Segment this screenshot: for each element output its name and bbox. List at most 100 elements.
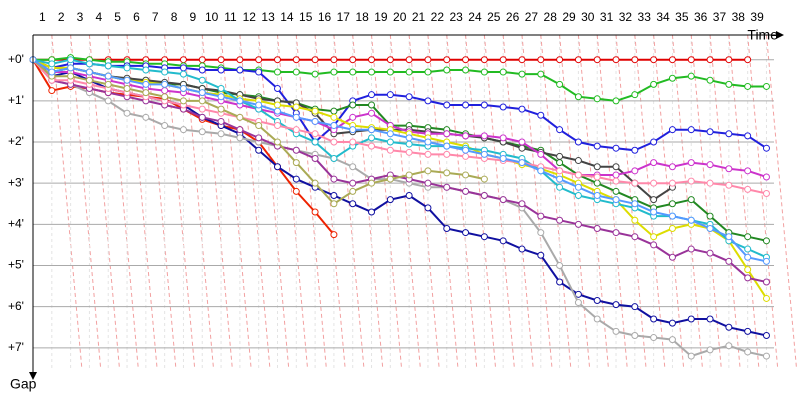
x-tick-label: 5 xyxy=(114,10,121,24)
point xyxy=(198,89,206,97)
x-tick-label: 19 xyxy=(374,10,388,24)
point xyxy=(480,68,488,76)
point xyxy=(142,89,150,97)
point xyxy=(744,253,752,261)
point xyxy=(179,64,187,72)
point xyxy=(668,319,676,327)
x-tick-label: 35 xyxy=(675,10,689,24)
point xyxy=(85,60,93,68)
point xyxy=(273,68,281,76)
y-axis-arrow xyxy=(29,372,37,380)
point xyxy=(593,163,601,171)
y-tick-label: +4' xyxy=(8,217,24,231)
x-tick-label: 27 xyxy=(525,10,539,24)
x-tick-label: 12 xyxy=(243,10,257,24)
point xyxy=(480,175,488,183)
point xyxy=(725,130,733,138)
point xyxy=(236,113,244,121)
point xyxy=(292,56,300,64)
point xyxy=(668,253,676,261)
point xyxy=(668,212,676,220)
point xyxy=(574,290,582,298)
point xyxy=(725,181,733,189)
y-axis-title: Gap xyxy=(10,376,37,392)
x-tick-label: 26 xyxy=(506,10,520,24)
point xyxy=(368,142,376,150)
point xyxy=(725,323,733,331)
point xyxy=(292,159,300,167)
point xyxy=(292,126,300,134)
point xyxy=(593,192,601,200)
point xyxy=(499,68,507,76)
point xyxy=(349,113,357,121)
point xyxy=(650,56,658,64)
point xyxy=(48,87,56,95)
point xyxy=(706,179,714,187)
point xyxy=(273,85,281,93)
point xyxy=(386,175,394,183)
point xyxy=(405,140,413,148)
series-lines xyxy=(29,54,770,360)
point xyxy=(443,150,451,158)
point xyxy=(330,200,338,208)
point xyxy=(631,233,639,241)
point xyxy=(480,101,488,109)
point xyxy=(330,68,338,76)
point xyxy=(405,192,413,200)
point xyxy=(593,224,601,232)
point xyxy=(161,80,169,88)
x-tick-label: 22 xyxy=(431,10,445,24)
point xyxy=(368,101,376,109)
x-tick-label: 38 xyxy=(732,10,746,24)
point xyxy=(198,76,206,84)
x-tick-label: 37 xyxy=(713,10,727,24)
point xyxy=(67,72,75,80)
x-tick-label: 34 xyxy=(656,10,670,24)
point xyxy=(67,64,75,72)
point xyxy=(311,117,319,125)
point xyxy=(518,105,526,113)
point xyxy=(368,134,376,142)
point xyxy=(198,97,206,105)
point xyxy=(217,130,225,138)
series-line xyxy=(32,58,767,263)
point xyxy=(255,122,263,130)
point xyxy=(217,117,225,125)
point xyxy=(706,56,714,64)
point xyxy=(556,126,564,134)
point xyxy=(217,66,225,74)
point xyxy=(518,70,526,78)
point xyxy=(142,66,150,74)
point xyxy=(405,171,413,179)
point xyxy=(462,56,470,64)
point xyxy=(443,224,451,232)
point xyxy=(518,159,526,167)
y-tick-label: +0' xyxy=(8,52,24,66)
point xyxy=(386,146,394,154)
point xyxy=(556,56,564,64)
x-tick-label: 7 xyxy=(152,10,159,24)
x-tick-label: 8 xyxy=(171,10,178,24)
point xyxy=(462,66,470,74)
point xyxy=(85,76,93,84)
point xyxy=(480,233,488,241)
point xyxy=(537,251,545,259)
point xyxy=(161,68,169,76)
point xyxy=(574,299,582,307)
point xyxy=(424,179,432,187)
point xyxy=(368,68,376,76)
point xyxy=(725,257,733,265)
point xyxy=(687,196,695,204)
point xyxy=(123,76,131,84)
series-line xyxy=(32,58,767,178)
point xyxy=(462,229,470,237)
point xyxy=(574,138,582,146)
point xyxy=(556,278,564,286)
point xyxy=(443,183,451,191)
point xyxy=(405,148,413,156)
y-tick-label: +7' xyxy=(8,340,24,354)
x-tick-label: 18 xyxy=(355,10,369,24)
point xyxy=(462,171,470,179)
point xyxy=(349,200,357,208)
point xyxy=(556,175,564,183)
